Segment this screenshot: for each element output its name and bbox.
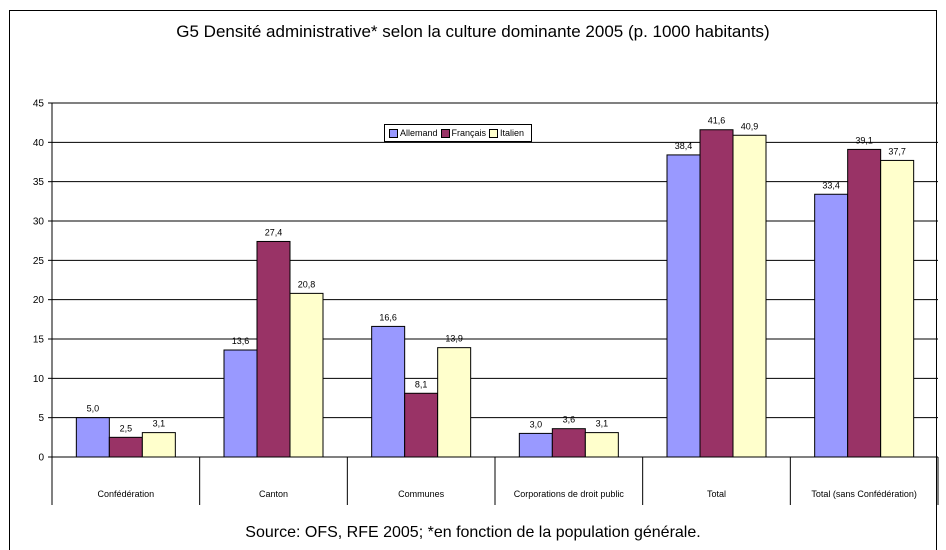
y-tick-label: 15 [33, 335, 45, 346]
data-label: 37,7 [888, 146, 906, 156]
x-tick-label: Canton [259, 489, 288, 499]
y-tick-label: 20 [33, 295, 45, 306]
bar [371, 325, 406, 458]
data-label: 2,5 [120, 423, 133, 433]
data-label: 5,0 [87, 404, 100, 414]
chart-frame [9, 10, 937, 550]
y-tick-label: 40 [33, 138, 45, 149]
bar [666, 154, 701, 458]
legend-label-allemand: Allemand [400, 128, 438, 138]
y-tick-label: 10 [33, 374, 45, 385]
bar [814, 193, 849, 458]
x-tick-label: Total (sans Confédération) [811, 489, 917, 499]
x-tick-label: Communes [398, 489, 445, 499]
x-tick-label: Corporations de droit public [514, 489, 625, 499]
bar [699, 129, 734, 458]
bar [437, 347, 472, 458]
data-label: 3,1 [596, 419, 609, 429]
bar [551, 428, 586, 458]
data-label: 41,6 [708, 116, 726, 126]
y-tick-label: 35 [33, 177, 45, 188]
legend-swatch-francais [440, 128, 450, 138]
bar [141, 432, 176, 458]
data-label: 13,6 [232, 336, 250, 346]
data-label: 8,1 [415, 379, 428, 389]
y-tick-label: 0 [38, 453, 44, 464]
data-label: 13,9 [445, 334, 463, 344]
bar [847, 148, 882, 458]
legend-label-italien: Italien [500, 128, 525, 138]
x-tick-label: Total [707, 489, 726, 499]
y-tick-label: 25 [33, 256, 45, 267]
data-label: 3,6 [563, 415, 576, 425]
y-tick-label: 30 [33, 217, 45, 228]
y-tick-label: 5 [38, 413, 44, 424]
legend-item-italien: Italien [489, 128, 524, 138]
y-tick-label: 45 [33, 99, 45, 110]
bar [289, 292, 324, 458]
data-label: 40,9 [741, 121, 759, 131]
bar [518, 432, 553, 458]
x-tick-label: Confédération [98, 489, 155, 499]
source-note: Source: OFS, RFE 2005; *en fonction de l… [245, 524, 701, 541]
bar [108, 436, 143, 458]
legend-item-francais: Français [440, 128, 487, 138]
bar [584, 432, 619, 458]
data-label: 3,1 [153, 419, 166, 429]
data-label: 33,4 [822, 180, 840, 190]
legend-label-francais: Français [451, 128, 487, 138]
bar [223, 349, 258, 458]
chart-title: G5 Densité administrative* selon la cult… [176, 22, 770, 41]
legend: Allemand Français Italien [384, 124, 533, 142]
bar [880, 159, 915, 458]
bar [732, 134, 767, 458]
data-label: 39,1 [855, 135, 873, 145]
legend-item-allemand: Allemand [389, 128, 438, 138]
data-label: 20,8 [298, 279, 316, 289]
bar [404, 392, 439, 458]
bar [256, 240, 291, 458]
data-label: 3,0 [530, 419, 543, 429]
data-label: 38,4 [675, 141, 693, 151]
legend-swatch-italien [489, 128, 499, 138]
data-label: 27,4 [265, 227, 283, 237]
bar [75, 417, 110, 458]
data-label: 16,6 [379, 312, 397, 322]
legend-swatch-allemand [389, 128, 398, 138]
